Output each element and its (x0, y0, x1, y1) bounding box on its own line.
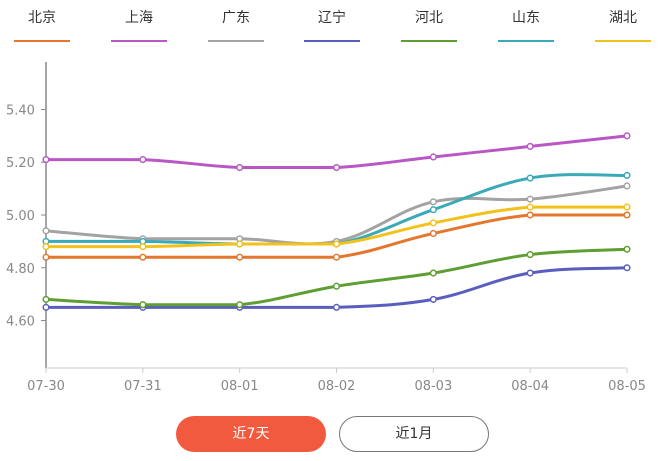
data-point[interactable] (526, 251, 534, 259)
x-tick-label: 07-30 (27, 379, 65, 394)
x-tick-label: 08-01 (221, 379, 259, 394)
legend-item-liaoning[interactable]: 辽宁 (302, 8, 362, 42)
legend-swatch (401, 40, 457, 42)
legend-swatch (14, 40, 70, 42)
x-tick-label: 07-31 (124, 379, 162, 394)
data-point[interactable] (139, 243, 147, 251)
data-point[interactable] (623, 203, 631, 211)
legend-swatch (304, 40, 360, 42)
data-point[interactable] (42, 295, 50, 303)
legend-swatch (111, 40, 167, 42)
legend-label: 上海 (125, 10, 153, 26)
x-tick-label: 08-02 (318, 379, 356, 394)
legend-swatch (498, 40, 554, 42)
series-5 (42, 171, 631, 248)
data-point[interactable] (623, 245, 631, 253)
y-tick-label: 5.00 (6, 209, 35, 224)
data-point[interactable] (236, 163, 244, 172)
last-7-days-button[interactable]: 近7天 (176, 416, 326, 452)
chart-legend: 北京 上海 广东 辽宁 河北 山东 湖北 (0, 0, 662, 50)
data-point[interactable] (139, 156, 147, 164)
legend-item-hebei[interactable]: 河北 (399, 8, 459, 42)
data-point[interactable] (42, 243, 50, 251)
x-tick-label: 08-05 (608, 379, 646, 394)
data-point[interactable] (429, 198, 437, 206)
data-point[interactable] (526, 195, 534, 203)
series-line (44, 213, 629, 259)
x-tick-label: 08-03 (414, 379, 452, 394)
data-point[interactable] (429, 229, 437, 238)
data-point[interactable] (332, 240, 341, 248)
series-line (44, 173, 629, 246)
series-4 (42, 245, 631, 309)
data-point[interactable] (139, 301, 147, 309)
data-point[interactable] (526, 269, 534, 277)
series-line (44, 134, 629, 170)
legend-item-guangdong[interactable]: 广东 (206, 8, 266, 42)
data-point[interactable] (623, 182, 631, 190)
data-point[interactable] (429, 153, 437, 161)
data-point[interactable] (236, 240, 244, 248)
data-point[interactable] (623, 264, 631, 272)
line-chart: 4.60 4.80 5.00 5.20 5.40 07-30 07-31 08-01 08-02… (6, 62, 646, 394)
series-6 (42, 203, 631, 251)
data-point[interactable] (236, 253, 244, 261)
data-point[interactable] (332, 253, 341, 261)
legend-label: 河北 (415, 10, 443, 26)
data-point[interactable] (623, 211, 631, 219)
data-point[interactable] (526, 211, 534, 219)
y-tick-label: 5.40 (6, 103, 35, 118)
data-point[interactable] (623, 171, 631, 179)
data-point[interactable] (42, 156, 50, 164)
data-point[interactable] (429, 269, 437, 277)
data-point[interactable] (429, 295, 437, 303)
legend-item-hubei[interactable]: 湖北 (593, 8, 653, 42)
legend-item-shanghai[interactable]: 上海 (109, 8, 169, 42)
legend-swatch (595, 40, 651, 42)
legend-item-shandong[interactable]: 山东 (496, 8, 556, 42)
data-point[interactable] (429, 219, 437, 227)
data-point[interactable] (332, 163, 341, 172)
legend-item-beijing[interactable]: 北京 (12, 8, 72, 42)
data-point[interactable] (623, 132, 631, 140)
series-0 (42, 211, 631, 261)
legend-label: 广东 (222, 10, 250, 26)
data-point[interactable] (236, 301, 244, 309)
y-tick-label: 5.20 (6, 156, 35, 171)
data-point[interactable] (42, 253, 50, 261)
legend-label: 北京 (28, 10, 56, 26)
data-point[interactable] (332, 282, 341, 290)
data-point[interactable] (332, 303, 341, 311)
last-1-month-button[interactable]: 近1月 (339, 416, 489, 452)
data-point[interactable] (526, 174, 534, 182)
data-point[interactable] (526, 142, 534, 150)
legend-label: 湖北 (609, 10, 637, 26)
data-point[interactable] (526, 203, 534, 211)
series-1 (42, 132, 631, 172)
data-point[interactable] (42, 303, 50, 311)
y-tick-label: 4.60 (6, 315, 35, 330)
legend-label: 辽宁 (318, 10, 346, 26)
data-point[interactable] (139, 253, 147, 261)
data-point[interactable] (429, 206, 437, 214)
data-point[interactable] (42, 227, 50, 235)
legend-swatch (208, 40, 264, 42)
legend-label: 山东 (512, 10, 540, 26)
x-tick-label: 08-04 (511, 379, 549, 394)
y-tick-label: 4.80 (6, 262, 35, 277)
